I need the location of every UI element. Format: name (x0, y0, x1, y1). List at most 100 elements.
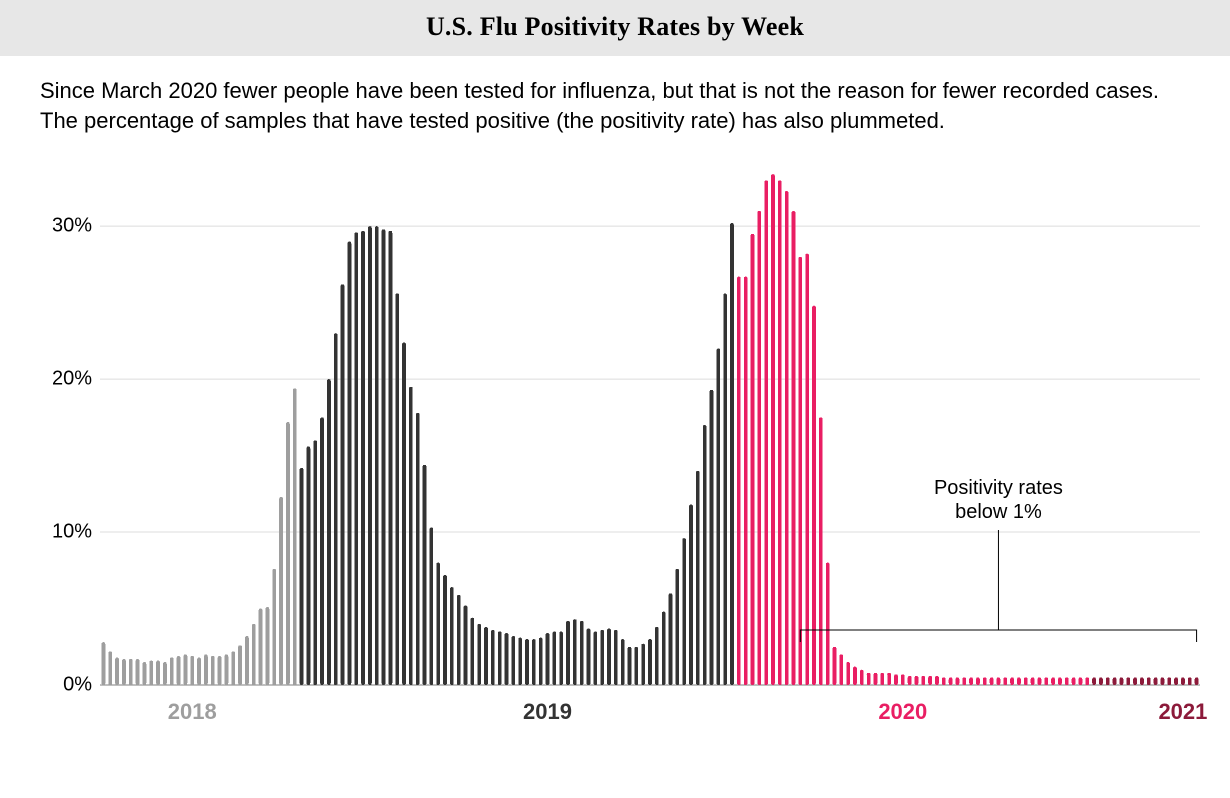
bar (901, 675, 905, 686)
bar (184, 655, 188, 686)
bar (956, 678, 960, 686)
chart-title: U.S. Flu Positivity Rates by Week (0, 12, 1230, 42)
bar (723, 294, 727, 686)
svg-text:20%: 20% (52, 368, 92, 390)
bar (1167, 678, 1171, 686)
bar (259, 609, 263, 685)
bar (341, 285, 345, 686)
bar (990, 678, 994, 686)
bar (1099, 678, 1103, 686)
bar (279, 497, 283, 685)
bar (122, 659, 126, 685)
bar (518, 638, 522, 685)
bar (716, 349, 720, 685)
bar (1079, 678, 1083, 686)
bar (1106, 678, 1110, 686)
bar (566, 621, 570, 685)
bar (505, 633, 509, 685)
bar (846, 662, 850, 685)
bar (826, 563, 830, 685)
bar (266, 607, 270, 685)
bar (300, 468, 304, 685)
bar (1017, 678, 1021, 686)
bar (156, 661, 160, 685)
bar (416, 413, 420, 685)
svg-text:10%: 10% (52, 521, 92, 543)
bar (457, 595, 461, 685)
bar (942, 678, 946, 686)
bar (1120, 678, 1124, 686)
bar (115, 658, 119, 686)
bar (703, 425, 707, 685)
bar (470, 618, 474, 685)
bar (1092, 678, 1096, 686)
bar (600, 630, 604, 685)
bar (211, 656, 215, 685)
bar (1147, 678, 1151, 686)
bar (689, 505, 693, 685)
bar (634, 647, 638, 685)
bar (375, 227, 379, 686)
bar (614, 630, 618, 685)
bar (354, 233, 358, 686)
bar (764, 181, 768, 686)
bar (682, 539, 686, 686)
bar (170, 658, 174, 686)
bar (327, 379, 331, 685)
bar (320, 418, 324, 686)
bar (136, 659, 140, 685)
bar (696, 471, 700, 685)
bar (348, 242, 352, 686)
bar (368, 227, 372, 686)
bar (313, 441, 317, 686)
bar (593, 632, 597, 686)
bar (443, 575, 447, 685)
bar (388, 231, 392, 685)
bar (997, 678, 1001, 686)
x-axis-year-label: 2021 (1158, 699, 1207, 724)
bar (778, 181, 782, 686)
annotation-text: below 1% (955, 501, 1042, 523)
bar (921, 676, 925, 685)
bar (108, 652, 112, 686)
bar (710, 390, 714, 685)
bar (1085, 678, 1089, 686)
bar-chart: 0%10%20%30%2018201920202021Positivity ra… (40, 155, 1220, 745)
bar (231, 652, 235, 686)
bar (190, 656, 194, 685)
chart-area: 0%10%20%30%2018201920202021Positivity ra… (40, 155, 1190, 745)
bar (1031, 678, 1035, 686)
bar (785, 191, 789, 685)
chart-title-bar: U.S. Flu Positivity Rates by Week (0, 0, 1230, 56)
bar (1113, 678, 1117, 686)
bar (839, 655, 843, 686)
bar (450, 587, 454, 685)
bar (580, 621, 584, 685)
bar (908, 676, 912, 685)
bar (962, 678, 966, 686)
bar (409, 387, 413, 685)
bar (874, 673, 878, 685)
bar (867, 673, 871, 685)
bar (983, 678, 987, 686)
bar (935, 676, 939, 685)
bar (436, 563, 440, 685)
bar (1174, 678, 1178, 686)
bar (1154, 678, 1158, 686)
bar (798, 257, 802, 685)
bar (238, 646, 242, 686)
annotation-text: Positivity rates (934, 477, 1063, 499)
bar (218, 656, 222, 685)
bar (498, 632, 502, 686)
bar (880, 673, 884, 685)
bar (395, 294, 399, 686)
bar (1065, 678, 1069, 686)
bar (860, 670, 864, 685)
bar (532, 639, 536, 685)
bar (334, 334, 338, 686)
bar (607, 629, 611, 686)
bar (143, 662, 147, 685)
bar (675, 569, 679, 685)
bar (197, 658, 201, 686)
svg-text:30%: 30% (52, 215, 92, 237)
